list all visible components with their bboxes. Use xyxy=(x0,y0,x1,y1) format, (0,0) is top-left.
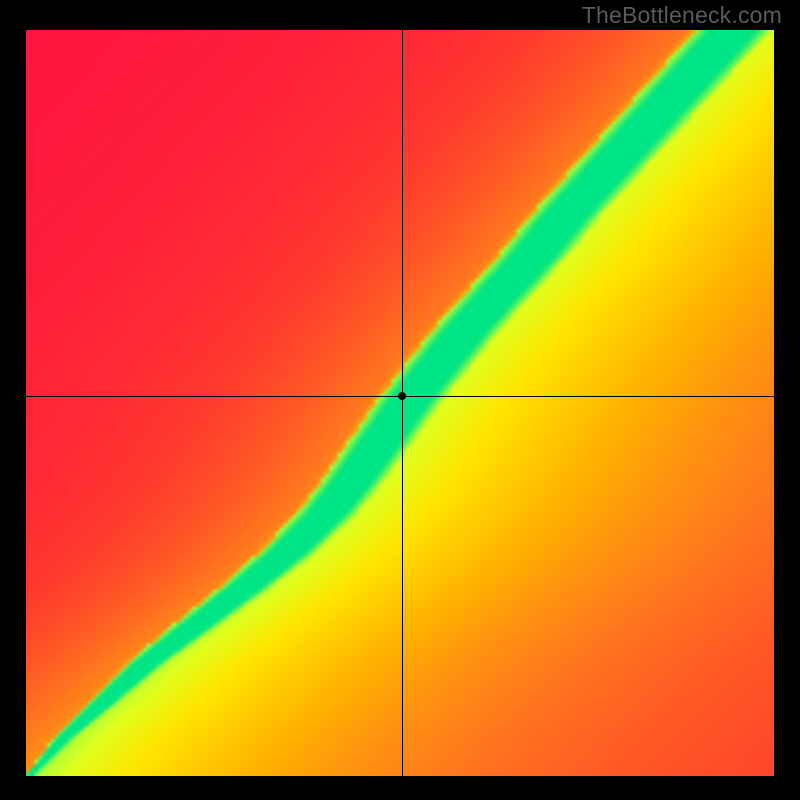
watermark-text: TheBottleneck.com xyxy=(582,2,782,29)
chart-container: TheBottleneck.com xyxy=(0,0,800,800)
crosshair-marker-dot xyxy=(398,392,406,400)
crosshair-vertical xyxy=(402,30,403,776)
heatmap-plot xyxy=(26,30,774,776)
